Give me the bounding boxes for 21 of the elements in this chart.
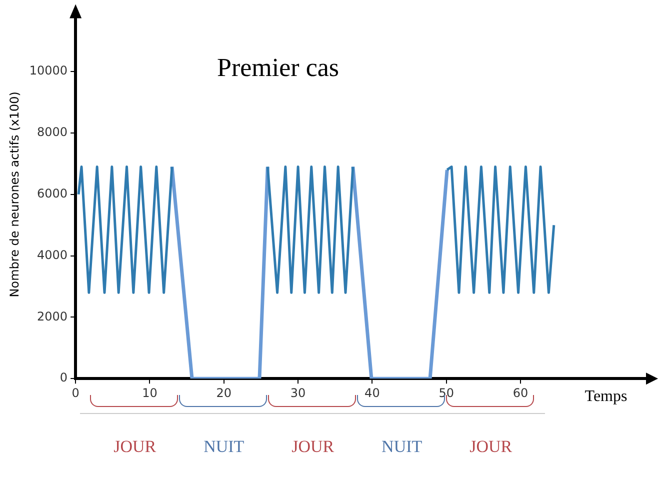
x-tick-label: 10: [142, 386, 158, 400]
y-tick-label: 0: [60, 370, 68, 385]
text: JOUR: [470, 436, 512, 457]
y-tick-label: 6000: [37, 186, 68, 201]
x-tick-label: 30: [290, 386, 306, 400]
text: NUIT: [204, 436, 244, 457]
y-tick-label: 8000: [37, 125, 68, 140]
y-tick-label: 10000: [29, 64, 68, 78]
y-tick-label: 4000: [37, 248, 68, 262]
x-tick-label: 20: [216, 386, 232, 400]
x-tick-label: 50: [438, 386, 454, 400]
x-tick-label: 0: [72, 386, 80, 400]
x-tick-label: 60: [512, 386, 528, 400]
text: JOUR: [114, 436, 156, 457]
text: Premier cas: [217, 52, 340, 82]
y-tick-label: 2000: [37, 309, 68, 324]
text: JOUR: [292, 436, 334, 457]
text: NUIT: [382, 436, 422, 457]
x-axis-title: Temps: [584, 388, 628, 405]
y-axis-title: Nombre de neurones actifs (x100): [7, 92, 22, 298]
x-tick-label: 40: [364, 386, 380, 400]
